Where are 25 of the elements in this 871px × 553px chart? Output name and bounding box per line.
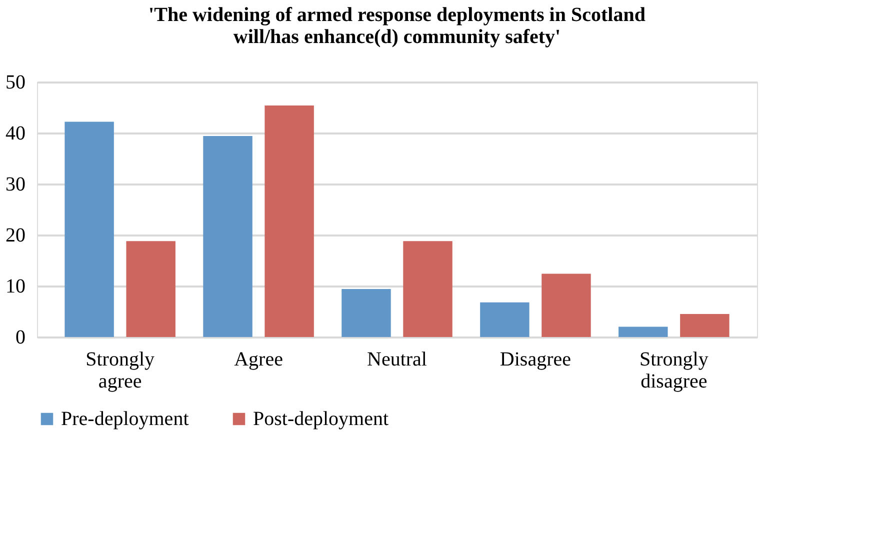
- x-tick-label: Strongly disagree: [639, 348, 708, 392]
- x-tick-label: Disagree: [500, 348, 572, 370]
- bar: [64, 122, 114, 337]
- bar: [342, 289, 391, 337]
- y-tick-label: 0: [16, 326, 26, 348]
- y-tick-label: 40: [6, 122, 26, 144]
- text: will/has enhance(d) community safety': [233, 26, 561, 48]
- bar: [618, 326, 668, 337]
- bar: [126, 241, 176, 337]
- bar: [480, 302, 530, 337]
- bar: [542, 274, 591, 337]
- legend-label: Pre-deployment: [61, 408, 190, 430]
- y-tick-label: 50: [6, 72, 26, 94]
- legend-label: Post-deployment: [253, 408, 389, 430]
- bar: [680, 314, 730, 337]
- y-tick-label: 30: [6, 174, 26, 196]
- bar: [203, 136, 252, 337]
- bar: [403, 241, 452, 337]
- x-tick-label: Neutral: [367, 348, 428, 370]
- y-tick-label: 10: [6, 276, 26, 298]
- text: 'The widening of armed response deployments in Scotland: [148, 4, 646, 26]
- x-tick-label: Strongly agree: [86, 348, 155, 392]
- x-tick-label: Agree: [234, 348, 284, 370]
- y-tick-label: 20: [6, 224, 26, 246]
- bar: [264, 105, 314, 337]
